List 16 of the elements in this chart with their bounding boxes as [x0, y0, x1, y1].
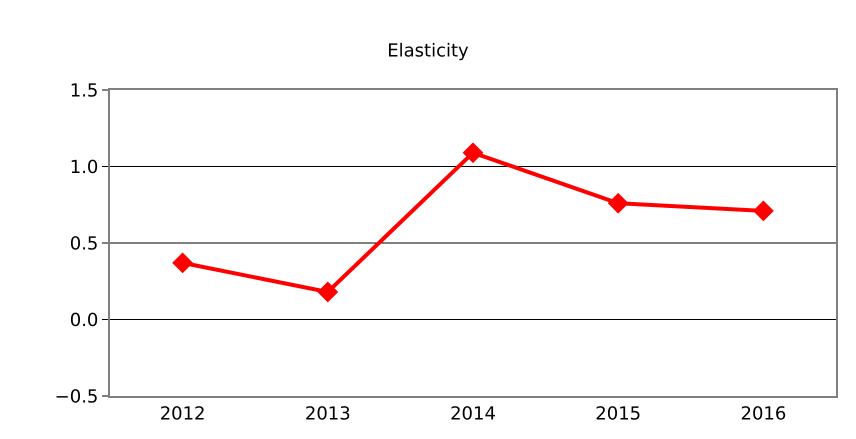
point: [753, 200, 774, 222]
x-tick-label: 2015: [595, 404, 642, 425]
chart-title: Elasticity: [387, 40, 470, 62]
y-tick-label: 0.0: [70, 310, 98, 331]
point: [462, 142, 484, 164]
y-tick-label: 1.5: [70, 80, 98, 102]
x-tick-label: 2013: [304, 404, 351, 425]
x-tick-label: 2012: [160, 404, 206, 425]
x-tick-label: 2014: [450, 404, 496, 425]
y-tick-label: 1.0: [70, 156, 98, 178]
point: [317, 282, 338, 302]
point: [608, 192, 629, 214]
point: [172, 252, 193, 274]
y-tick-label: 0.5: [70, 233, 98, 254]
x-tick-label: 2016: [740, 404, 786, 425]
y-tick-label: −0.5: [54, 386, 98, 408]
